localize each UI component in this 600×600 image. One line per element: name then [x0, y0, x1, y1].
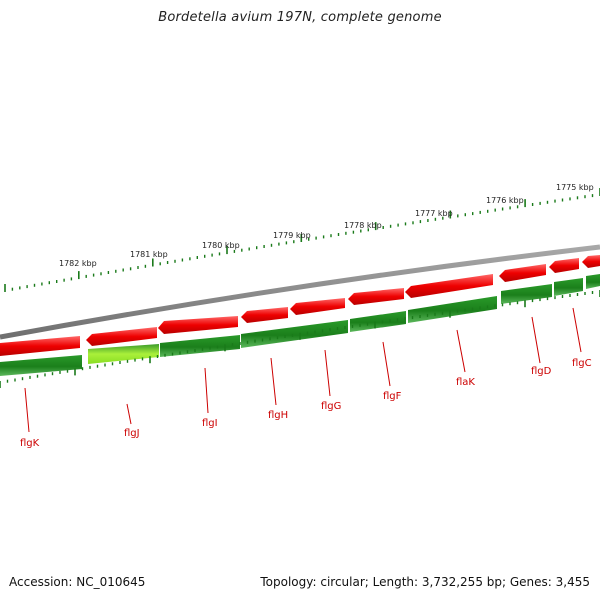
gene-arrow[interactable] [0, 336, 80, 356]
gene-label-flgH[interactable]: flgH [268, 410, 288, 421]
gene-bar[interactable] [408, 296, 497, 323]
gene-bar[interactable] [350, 311, 406, 332]
gene-arrow[interactable] [582, 255, 600, 268]
gene-arrow[interactable] [290, 298, 345, 315]
kbp-label: 1780 kbp [202, 241, 240, 250]
genome-title: Bordetella avium 197N, complete genome [158, 10, 442, 25]
kbp-label: 1782 kbp [59, 259, 97, 268]
kbp-label: 1781 kbp [130, 250, 168, 259]
forward-strand-genes [0, 255, 600, 356]
gene-arrow[interactable] [241, 307, 288, 323]
gene-arrow[interactable] [158, 316, 238, 334]
gene-label-flgC[interactable]: flgC [572, 358, 592, 369]
kbp-label: 1778 kbp [344, 221, 382, 230]
gene-label-flaK[interactable]: flaK [456, 377, 475, 388]
gene-bar[interactable] [241, 320, 348, 348]
scale-ruler [4, 188, 600, 292]
gene-leader-lines [24, 307, 582, 433]
gene-bar[interactable] [554, 278, 583, 296]
genome-summary-text: Topology: circular; Length: 3,732,255 bp… [260, 575, 590, 589]
gene-bar[interactable] [586, 274, 600, 289]
kbp-label: 1779 kbp [273, 231, 311, 240]
kbp-label: 1775 kbp [556, 183, 594, 192]
reverse-strand-genes [0, 274, 600, 376]
genome-backbone [0, 244, 600, 340]
gene-bar-highlighted[interactable] [88, 344, 159, 364]
ruler-labels: 1782 kbp 1781 kbp 1780 kbp 1779 kbp 1778… [59, 183, 594, 268]
gene-label-flgJ[interactable]: flgJ [124, 428, 140, 439]
gene-bar[interactable] [0, 355, 82, 376]
gene-arrow[interactable] [549, 258, 579, 273]
gene-label-flgF[interactable]: flgF [383, 391, 402, 402]
gene-label-flgK[interactable]: flgK [20, 438, 40, 449]
gene-arrow[interactable] [405, 274, 493, 298]
gene-arrow[interactable] [86, 327, 157, 346]
gene-label-flgD[interactable]: flgD [531, 366, 552, 377]
kbp-label: 1777 kbp [415, 209, 453, 218]
gene-arrow[interactable] [499, 264, 546, 282]
gene-label-flgI[interactable]: flgI [202, 418, 218, 429]
accession-text: Accession: NC_010645 [9, 575, 146, 589]
kbp-label: 1776 kbp [486, 196, 524, 205]
gene-bar[interactable] [501, 284, 552, 304]
gene-labels: flgK flgJ flgI flgH flgG flgF flaK flgD … [20, 358, 592, 449]
gene-arrow[interactable] [348, 288, 404, 305]
inner-tick-track [0, 290, 600, 388]
gene-label-flgG[interactable]: flgG [321, 401, 341, 412]
